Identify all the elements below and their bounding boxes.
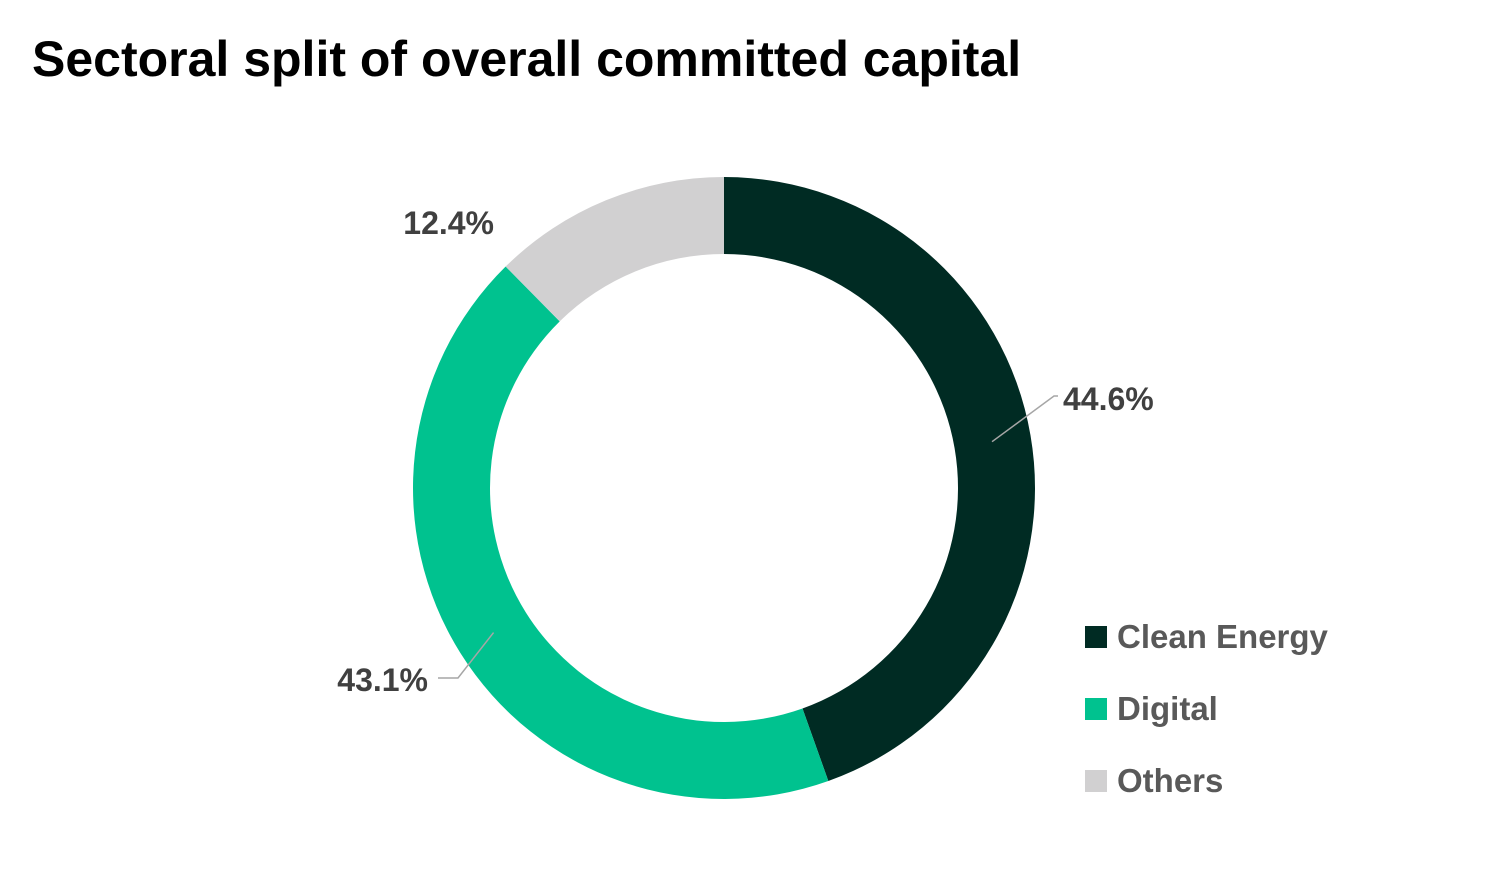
leader-lines bbox=[438, 395, 1058, 679]
slice-clean-energy bbox=[724, 177, 1035, 781]
legend-swatch-clean-energy bbox=[1085, 626, 1107, 648]
data-labels: 44.6% 43.1% 12.4% bbox=[337, 205, 1153, 698]
data-label-digital: 43.1% bbox=[337, 662, 428, 698]
data-label-clean-energy: 44.6% bbox=[1063, 381, 1154, 417]
leader-line-digital bbox=[438, 632, 495, 679]
legend-swatch-others bbox=[1085, 770, 1107, 792]
data-label-others: 12.4% bbox=[403, 205, 494, 241]
legend-label-others: Others bbox=[1117, 762, 1223, 799]
legend-label-clean-energy: Clean Energy bbox=[1117, 618, 1329, 655]
donut-slices bbox=[413, 177, 1035, 800]
legend-label-digital: Digital bbox=[1117, 690, 1218, 727]
chart-title: Sectoral split of overall committed capi… bbox=[32, 31, 1022, 87]
slice-others bbox=[505, 177, 724, 322]
legend: Clean Energy Digital Others bbox=[1085, 618, 1329, 799]
leader-line-clean-energy bbox=[991, 395, 1058, 443]
legend-swatch-digital bbox=[1085, 698, 1107, 720]
slice-digital bbox=[413, 266, 829, 800]
